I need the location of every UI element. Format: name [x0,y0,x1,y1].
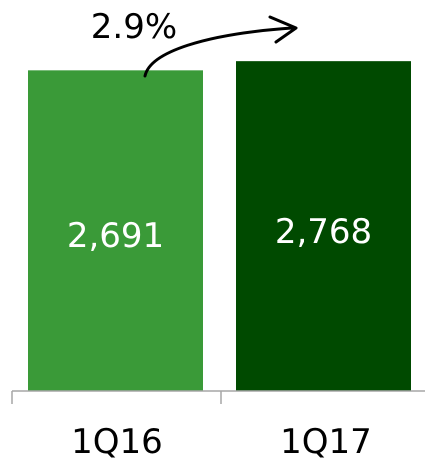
x-axis [11,390,425,404]
bar-value-label: 2,691 [67,216,164,256]
category-label: 1Q16 [71,422,163,462]
bar-value-label: 2,768 [275,212,372,252]
bars-layer [28,61,411,392]
category-label: 1Q17 [280,422,372,462]
bar-1q17 [236,61,411,392]
bar-1q16 [28,70,203,391]
labels-layer: 2,691 1Q16 2,768 1Q17 [67,212,372,462]
growth-arrow-line [143,26,294,78]
growth-label: 2.9% [91,7,177,47]
growth-arrow-head-icon [268,15,298,44]
growth-annotation: 2.9% [91,7,298,78]
